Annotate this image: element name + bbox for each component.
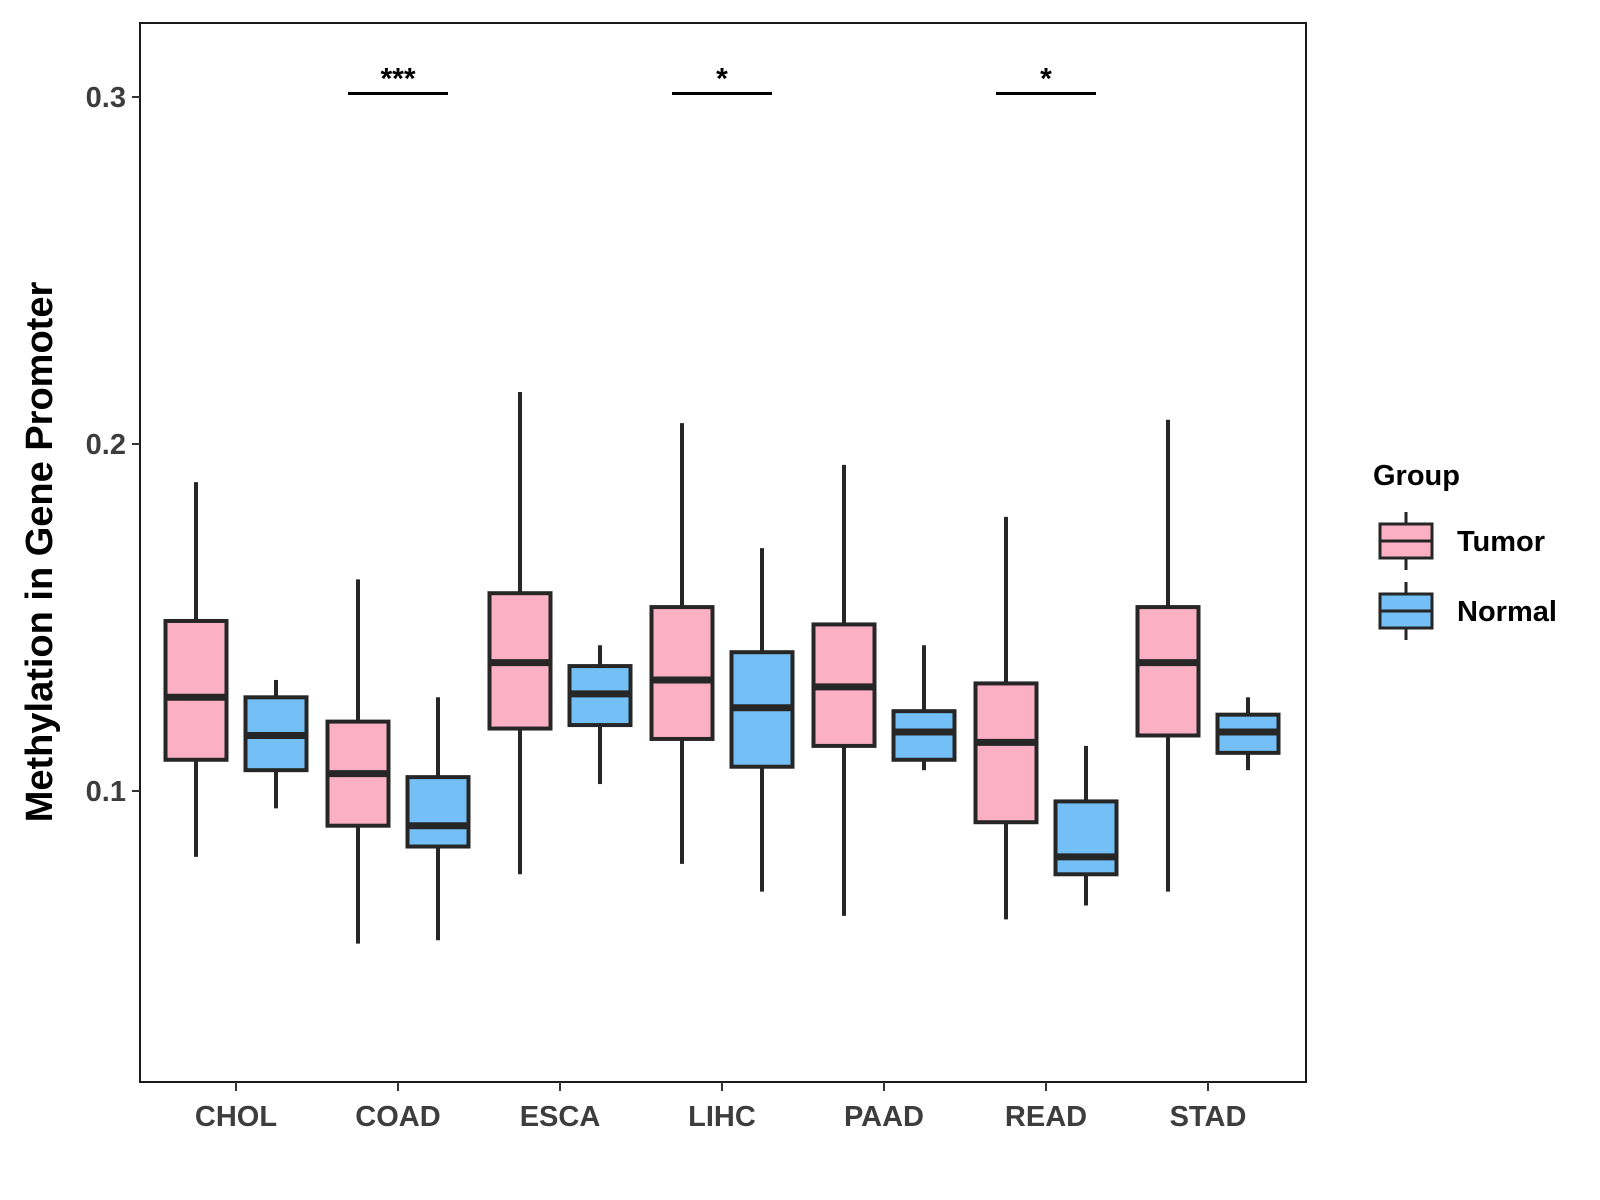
box-tumor-read bbox=[973, 516, 1039, 920]
box-iqr bbox=[163, 618, 229, 762]
x-tick-label: COAD bbox=[355, 1101, 440, 1133]
box-tumor-chol bbox=[163, 482, 229, 857]
significance-coad: *** bbox=[348, 63, 448, 96]
box-normal-coad bbox=[405, 697, 471, 941]
plot-border bbox=[139, 22, 1307, 1083]
x-tick-label: READ bbox=[1005, 1101, 1087, 1133]
legend-label: Normal bbox=[1457, 596, 1557, 628]
box-normal-stad bbox=[1215, 697, 1281, 771]
significance-read: * bbox=[996, 63, 1096, 96]
y-axis: 0.1 0.2 0.3 bbox=[86, 82, 140, 808]
significance-label: * bbox=[1040, 63, 1052, 96]
box-normal-esca bbox=[567, 645, 633, 785]
legend-item-tumor: Tumor bbox=[1378, 512, 1545, 570]
x-tick-label: ESCA bbox=[520, 1101, 601, 1133]
box-iqr bbox=[973, 681, 1039, 825]
significance-label: *** bbox=[380, 63, 415, 96]
x-tick-label: STAD bbox=[1170, 1101, 1247, 1133]
significance-label: * bbox=[716, 63, 728, 96]
legend-item-normal: Normal bbox=[1378, 582, 1557, 640]
significance-annotations: *** * * bbox=[348, 63, 1096, 96]
box-tumor-coad bbox=[325, 579, 391, 944]
significance-lihc: * bbox=[672, 63, 772, 96]
legend-label: Tumor bbox=[1457, 526, 1545, 558]
boxes-layer bbox=[163, 391, 1281, 944]
box-normal-lihc bbox=[729, 548, 795, 892]
x-tick-label: CHOL bbox=[195, 1101, 277, 1133]
x-tick-label: LIHC bbox=[688, 1101, 756, 1133]
legend: Group Tumor Normal bbox=[1373, 460, 1557, 640]
y-tick-label: 0.3 bbox=[86, 82, 126, 114]
box-tumor-lihc bbox=[649, 423, 715, 864]
y-tick-label: 0.1 bbox=[86, 776, 126, 808]
box-tumor-esca bbox=[487, 391, 553, 875]
plot-panel bbox=[139, 22, 1307, 1083]
box-tumor-stad bbox=[1135, 419, 1201, 892]
legend-title: Group bbox=[1373, 460, 1460, 492]
box-normal-paad bbox=[891, 645, 957, 771]
y-tick-label: 0.2 bbox=[86, 429, 126, 461]
y-axis-title: Methylation in Gene Promoter bbox=[19, 282, 61, 823]
box-iqr bbox=[649, 605, 715, 741]
box-iqr bbox=[1135, 605, 1201, 738]
box-tumor-paad bbox=[811, 464, 877, 916]
box-normal-chol bbox=[243, 679, 309, 809]
box-iqr bbox=[1053, 799, 1119, 877]
legend-items: Tumor Normal bbox=[1378, 512, 1557, 640]
box-normal-read bbox=[1053, 745, 1119, 906]
box-iqr bbox=[405, 775, 471, 849]
x-tick-label: PAAD bbox=[844, 1101, 924, 1133]
x-axis: CHOL COAD ESCA LIHC PAAD READ STAD bbox=[195, 1082, 1246, 1133]
